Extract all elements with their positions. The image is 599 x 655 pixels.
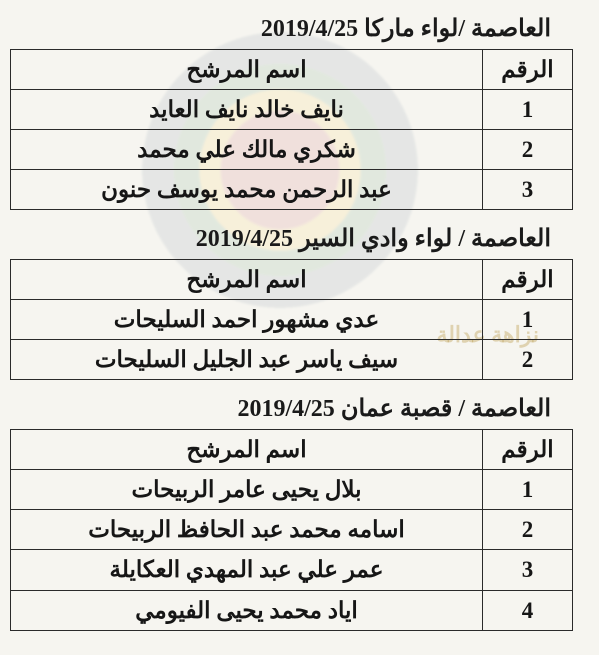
section-title: العاصمة /لواء ماركا 2019/4/25 bbox=[10, 14, 573, 43]
col-header-name: اسم المرشح bbox=[11, 260, 483, 300]
cell-name: نايف خالد نايف العايد bbox=[11, 90, 483, 130]
col-header-num: الرقم bbox=[483, 50, 573, 90]
cell-num: 1 bbox=[483, 90, 573, 130]
cell-num: 3 bbox=[483, 170, 573, 210]
candidates-table: الرقم اسم المرشح 1 بلال يحيى عامر الربيح… bbox=[10, 429, 573, 630]
table-row: 2 اسامه محمد عبد الحافظ الربيحات bbox=[11, 510, 573, 550]
section-title: العاصمة / قصبة عمان 2019/4/25 bbox=[10, 394, 573, 423]
col-header-name: اسم المرشح bbox=[11, 50, 483, 90]
table-row: 1 نايف خالد نايف العايد bbox=[11, 90, 573, 130]
candidates-table: الرقم اسم المرشح 1 نايف خالد نايف العايد… bbox=[10, 49, 573, 210]
table-row: 1 عدي مشهور احمد السليحات bbox=[11, 300, 573, 340]
table-row: 1 بلال يحيى عامر الربيحات bbox=[11, 470, 573, 510]
col-header-name: اسم المرشح bbox=[11, 430, 483, 470]
candidates-table: الرقم اسم المرشح 1 عدي مشهور احمد السليح… bbox=[10, 259, 573, 380]
cell-name: اسامه محمد عبد الحافظ الربيحات bbox=[11, 510, 483, 550]
cell-name: سيف ياسر عبد الجليل السليحات bbox=[11, 340, 483, 380]
cell-num: 2 bbox=[483, 130, 573, 170]
table-row: 4 اياد محمد يحيى الفيومي bbox=[11, 590, 573, 630]
cell-num: 2 bbox=[483, 340, 573, 380]
section-title: العاصمة / لواء وادي السير 2019/4/25 bbox=[10, 224, 573, 253]
cell-name: عمر علي عبد المهدي العكايلة bbox=[11, 550, 483, 590]
cell-name: عدي مشهور احمد السليحات bbox=[11, 300, 483, 340]
cell-num: 1 bbox=[483, 300, 573, 340]
page-content: العاصمة /لواء ماركا 2019/4/25 الرقم اسم … bbox=[0, 0, 599, 655]
table-header-row: الرقم اسم المرشح bbox=[11, 260, 573, 300]
table-row: 2 سيف ياسر عبد الجليل السليحات bbox=[11, 340, 573, 380]
cell-num: 3 bbox=[483, 550, 573, 590]
table-header-row: الرقم اسم المرشح bbox=[11, 430, 573, 470]
col-header-num: الرقم bbox=[483, 430, 573, 470]
cell-num: 4 bbox=[483, 590, 573, 630]
cell-num: 1 bbox=[483, 470, 573, 510]
cell-name: بلال يحيى عامر الربيحات bbox=[11, 470, 483, 510]
section-qasabat-amman: العاصمة / قصبة عمان 2019/4/25 الرقم اسم … bbox=[10, 394, 573, 630]
col-header-num: الرقم bbox=[483, 260, 573, 300]
cell-name: شكري مالك علي محمد bbox=[11, 130, 483, 170]
cell-name: اياد محمد يحيى الفيومي bbox=[11, 590, 483, 630]
cell-num: 2 bbox=[483, 510, 573, 550]
table-row: 3 عمر علي عبد المهدي العكايلة bbox=[11, 550, 573, 590]
table-row: 3 عبد الرحمن محمد يوسف حنون bbox=[11, 170, 573, 210]
section-marka: العاصمة /لواء ماركا 2019/4/25 الرقم اسم … bbox=[10, 14, 573, 210]
cell-name: عبد الرحمن محمد يوسف حنون bbox=[11, 170, 483, 210]
table-row: 2 شكري مالك علي محمد bbox=[11, 130, 573, 170]
section-wadi-alseer: العاصمة / لواء وادي السير 2019/4/25 الرق… bbox=[10, 224, 573, 380]
table-header-row: الرقم اسم المرشح bbox=[11, 50, 573, 90]
